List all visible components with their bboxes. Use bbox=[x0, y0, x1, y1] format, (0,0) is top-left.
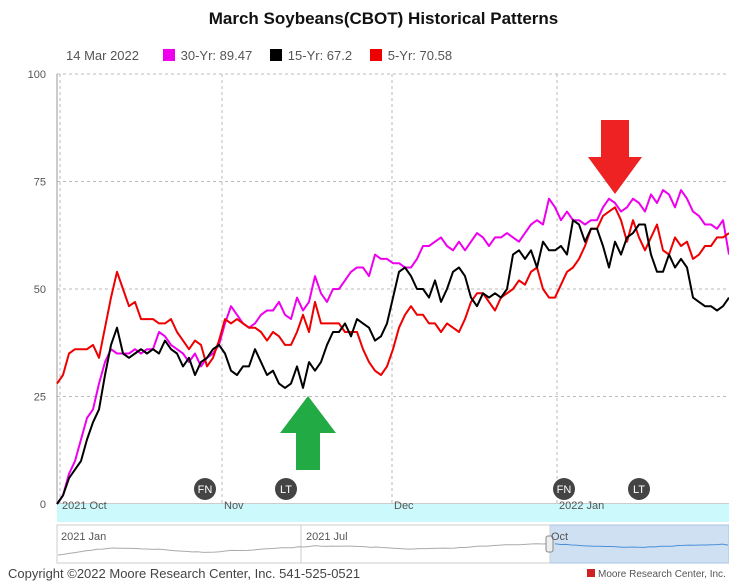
event-marker-lt[interactable]: LT bbox=[628, 478, 650, 500]
event-marker-label: FN bbox=[557, 484, 572, 496]
brand-logo-icon bbox=[587, 569, 595, 577]
legend-label-30yr: 30-Yr: 89.47 bbox=[180, 48, 253, 63]
navigator-band[interactable] bbox=[57, 504, 729, 522]
navigator-label-2021-jul: 2021 Jul bbox=[306, 531, 348, 543]
legend-swatch-15yr bbox=[269, 49, 282, 61]
navigator-label-2021-jan: 2021 Jan bbox=[61, 531, 106, 543]
event-markers: FN LT FN LT bbox=[194, 478, 650, 500]
x-tick-label: Dec bbox=[394, 500, 414, 512]
series-lines bbox=[56, 189, 729, 505]
brand-label: Moore Research Center, Inc. bbox=[598, 569, 726, 580]
range-navigator[interactable]: 2021 Jan 2021 Jul Oct bbox=[56, 524, 729, 564]
up-arrow-icon bbox=[280, 396, 336, 470]
event-marker-circle bbox=[194, 478, 216, 500]
legend-label-15yr: 15-Yr: 67.2 bbox=[287, 48, 353, 63]
legend-label-5yr: 5-Yr: 70.58 bbox=[387, 48, 453, 63]
series-line-1[interactable] bbox=[56, 219, 729, 505]
y-tick-label: 50 bbox=[34, 284, 46, 296]
series-line-2[interactable] bbox=[56, 206, 729, 385]
x-axis: 2021 Oct Nov Dec 2022 Jan bbox=[62, 500, 604, 512]
navigator-handle[interactable] bbox=[545, 535, 554, 553]
event-marker-label: FN bbox=[198, 484, 213, 496]
copyright-text: Copyright ©2022 Moore Research Center, I… bbox=[8, 566, 361, 581]
event-marker-lt[interactable]: LT bbox=[275, 478, 297, 500]
legend-swatch-5yr bbox=[369, 49, 382, 61]
navigator-selection-line bbox=[554, 543, 729, 548]
legend-item-5yr[interactable]: 5-Yr: 70.58 bbox=[369, 48, 453, 63]
y-tick-label: 100 bbox=[28, 69, 46, 81]
legend-swatch-30yr bbox=[162, 49, 175, 61]
legend: 14 Mar 2022 30-Yr: 89.47 15-Yr: 67.2 5-Y… bbox=[66, 48, 466, 63]
navigator-history-line bbox=[57, 542, 550, 556]
event-marker-fn[interactable]: FN bbox=[194, 478, 216, 500]
brand-link[interactable]: Moore Research Center, Inc. bbox=[587, 569, 726, 580]
x-tick-label: 2021 Oct bbox=[62, 500, 107, 512]
navigator-label-oct: Oct bbox=[551, 531, 568, 543]
event-marker-label: LT bbox=[280, 484, 292, 496]
navigator-selection[interactable] bbox=[549, 524, 729, 564]
event-marker-circle bbox=[553, 478, 575, 500]
y-axis: 0 25 50 75 100 bbox=[28, 69, 46, 511]
signal-arrows bbox=[280, 120, 642, 470]
series-line-0[interactable] bbox=[56, 189, 729, 505]
x-tick-label: Nov bbox=[224, 500, 244, 512]
x-tick-label: 2022 Jan bbox=[559, 500, 604, 512]
legend-item-15yr[interactable]: 15-Yr: 67.2 bbox=[269, 48, 353, 63]
event-marker-circle bbox=[628, 478, 650, 500]
down-arrow-icon bbox=[588, 120, 642, 194]
y-tick-label: 25 bbox=[34, 392, 46, 404]
event-marker-circle bbox=[275, 478, 297, 500]
legend-date: 14 Mar 2022 bbox=[66, 48, 139, 63]
y-tick-label: 75 bbox=[34, 177, 46, 189]
event-marker-label: LT bbox=[633, 484, 645, 496]
chart-title: March Soybeans(CBOT) Historical Patterns bbox=[208, 9, 559, 28]
y-tick-label: 0 bbox=[40, 499, 46, 511]
event-marker-fn[interactable]: FN bbox=[553, 478, 575, 500]
legend-item-30yr[interactable]: 30-Yr: 89.47 bbox=[162, 48, 253, 63]
